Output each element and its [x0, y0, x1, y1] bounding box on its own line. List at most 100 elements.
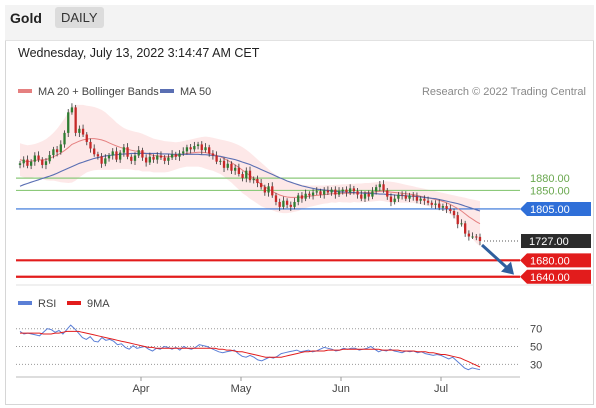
candle-body [308, 193, 311, 196]
candle-body [248, 170, 252, 181]
candle-body [163, 157, 166, 161]
candle-body [81, 128, 85, 135]
candle-body [215, 155, 218, 162]
level-tag-1640.00 [520, 269, 591, 284]
candle-body [423, 198, 426, 201]
level-label-1880.00: 1880.00 [530, 173, 570, 185]
rsi-legend-swatch [18, 301, 32, 305]
candle-body [263, 187, 266, 193]
candle-body [352, 188, 356, 192]
candle-body [96, 154, 100, 157]
candle-body [323, 190, 326, 195]
x-tick-label-Apr: Apr [132, 383, 149, 395]
candle-body [389, 196, 393, 202]
candle-body [363, 193, 367, 199]
candle-body [460, 223, 463, 225]
candle-body [148, 156, 151, 163]
candle-body [408, 195, 411, 199]
candle-body [41, 159, 44, 165]
level-label-1680.00: 1680.00 [530, 255, 570, 267]
candle-body [297, 195, 300, 202]
candle-body [360, 194, 363, 199]
instrument-title: Gold [10, 10, 42, 26]
candle-body [204, 147, 207, 151]
candle-body [126, 147, 129, 157]
candle-body [137, 150, 140, 156]
candle-body [59, 144, 62, 153]
candle-body [382, 184, 385, 191]
candle-body [430, 202, 433, 205]
candle-body [196, 144, 200, 147]
x-tick-label-Jul: Jul [434, 383, 448, 395]
candle-body [426, 200, 430, 203]
candle-body [341, 189, 344, 192]
candle-body [208, 147, 211, 154]
last-price-label: 1727.00 [529, 236, 569, 248]
ma50-legend-label: MA 50 [180, 86, 211, 98]
ma50-line [19, 152, 481, 212]
candle-body [367, 193, 370, 197]
candle-body [449, 208, 452, 211]
ma20-legend-label: MA 20 + Bollinger Bands [38, 86, 159, 98]
candle-body [393, 198, 396, 202]
candle-body [456, 215, 459, 225]
candle-body [230, 163, 233, 171]
candle-body [26, 159, 29, 166]
candle-body [189, 147, 192, 150]
candle-body [100, 156, 103, 164]
timeframe-badge[interactable]: DAILY [55, 7, 104, 28]
candle-body [471, 236, 474, 238]
rsi-legend: RSI 9MA [18, 298, 110, 310]
candle-body [445, 206, 448, 209]
candle-body [356, 191, 359, 195]
candle-body [55, 149, 59, 153]
candle-body [293, 201, 296, 207]
candle-body [289, 204, 292, 207]
x-tick-label-Jun: Jun [332, 383, 350, 395]
candle-body [319, 191, 322, 195]
candle-body [63, 132, 66, 145]
candle-body [122, 147, 126, 153]
candle-body [167, 157, 170, 161]
candle-body [226, 163, 229, 168]
level-tag-1805.00 [520, 201, 591, 216]
candle-body [130, 156, 133, 161]
candle-body [330, 189, 333, 193]
candle-body [245, 170, 248, 179]
candle-body [464, 223, 467, 234]
candle-body [234, 167, 237, 171]
candle-body [211, 153, 215, 156]
level-label-1640.00: 1640.00 [530, 272, 570, 284]
candle-body [467, 233, 471, 237]
candle-body [400, 194, 404, 196]
candle-body [85, 134, 88, 142]
last-price-tag [521, 234, 591, 249]
candle-body [311, 192, 315, 196]
candle-body [159, 155, 163, 158]
candle-body [404, 195, 407, 199]
candle-body [170, 154, 174, 158]
candle-body [156, 155, 159, 160]
candle-body [415, 196, 419, 201]
candle-body [174, 154, 177, 157]
candle-body [111, 151, 114, 156]
rsi-ma-legend-label: 9MA [87, 298, 110, 310]
candle-body [52, 149, 55, 156]
candle-body [133, 155, 137, 161]
candle-body [434, 203, 437, 205]
candle-body [29, 161, 33, 166]
candle-body [78, 128, 81, 133]
candle-body [152, 156, 155, 160]
candle-body [67, 112, 70, 133]
rsi-tick-70: 70 [530, 324, 542, 336]
candle-body [22, 159, 25, 164]
candle-body [326, 190, 330, 193]
candle-body [419, 198, 422, 201]
candle-body [178, 153, 181, 157]
candle-body [278, 201, 281, 207]
rsi-tick-30: 30 [530, 359, 542, 371]
price-legend: MA 20 + Bollinger Bands MA 50 Research ©… [18, 86, 586, 98]
candle-body [475, 236, 478, 238]
